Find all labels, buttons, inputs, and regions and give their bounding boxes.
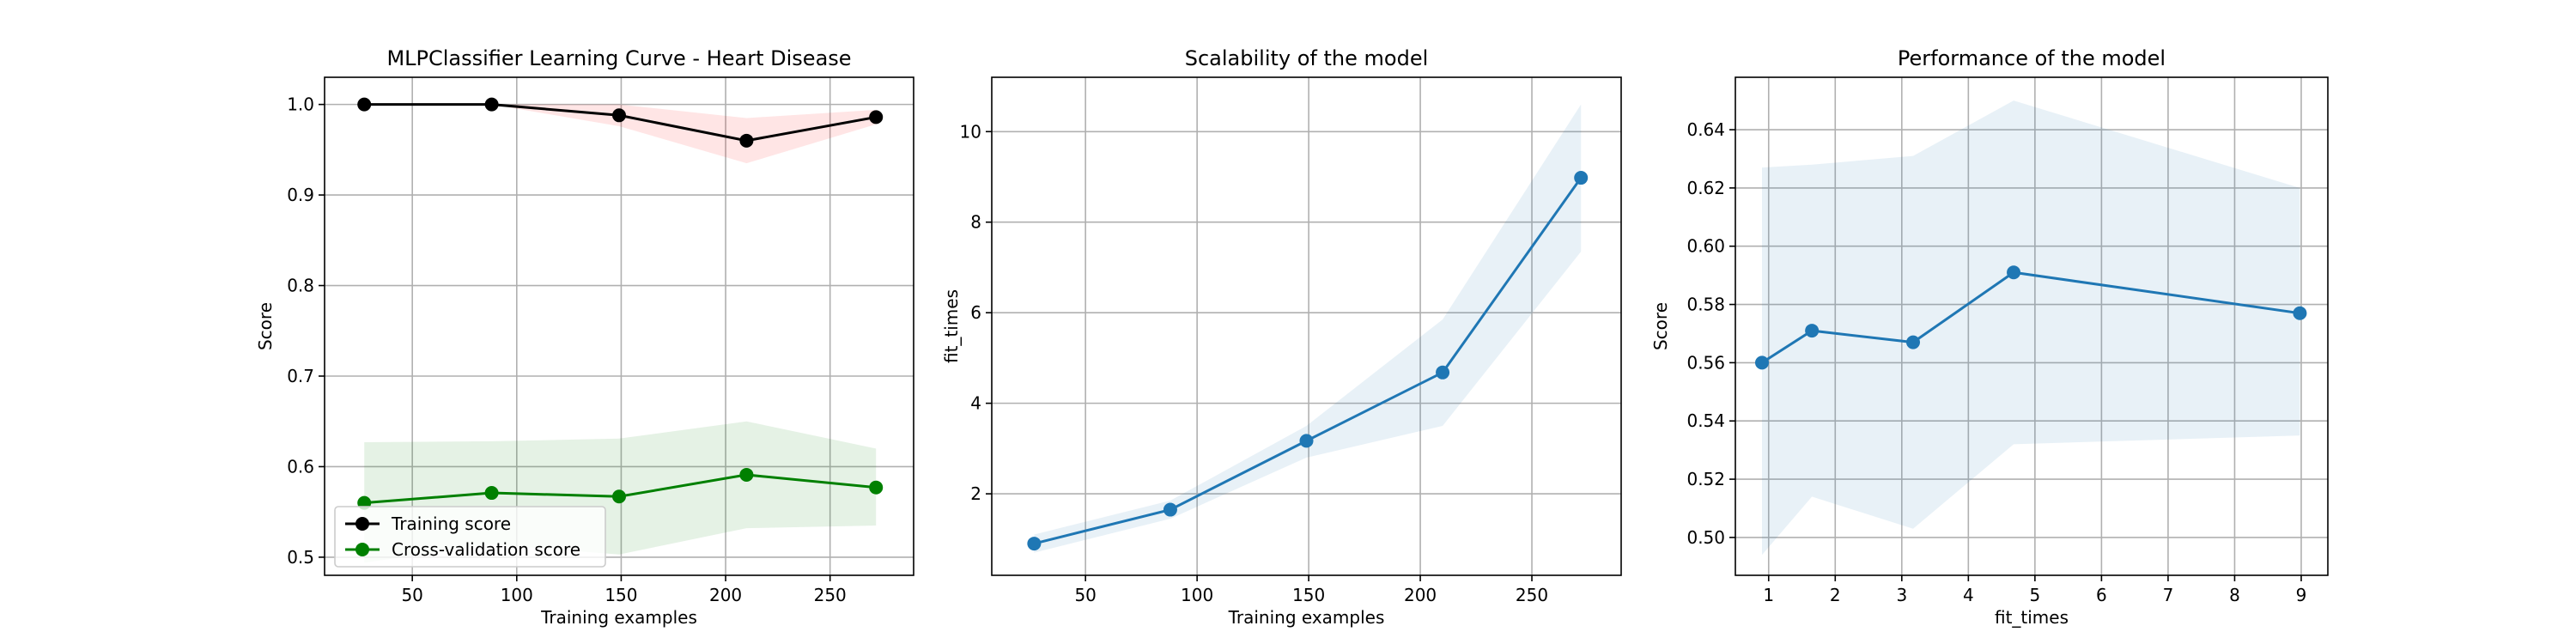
y-tick-label: 0.62 bbox=[1686, 178, 1725, 198]
x-tick-label: 100 bbox=[1181, 585, 1213, 605]
series-1-point bbox=[869, 110, 884, 125]
x-tick-label: 3 bbox=[1896, 585, 1907, 605]
series-1-point bbox=[1299, 434, 1314, 448]
chart-panel-1: 50 100 150 200 250 0.5 0.6 0.7 0.8 0.9 1.0 MLPClass… bbox=[255, 46, 914, 628]
x-tick-label: 5 bbox=[2030, 585, 2041, 605]
series-1-point bbox=[1906, 335, 1920, 349]
x-tick-label: 2 bbox=[1830, 585, 1841, 605]
series-1-point bbox=[612, 108, 626, 123]
y-tick-label: 0.60 bbox=[1686, 236, 1725, 257]
series-2-point bbox=[612, 489, 626, 504]
legend-marker-1 bbox=[355, 517, 369, 531]
y-tick-label: 0.54 bbox=[1686, 410, 1725, 431]
chart-title: MLPClassifier Learning Curve - Heart Dis… bbox=[386, 46, 851, 70]
chart-panel-3: 1 2 3 4 5 6 7 8 9 0.50 0.52 0.54 0.56 0.58 0.60 0.62 0.6… bbox=[1650, 46, 2329, 628]
series-1-point bbox=[1436, 365, 1450, 380]
y-tick-label: 2 bbox=[970, 483, 981, 504]
x-tick-label: 200 bbox=[1404, 585, 1437, 605]
y-axis-label: Score bbox=[1650, 302, 1671, 350]
plot-frame bbox=[324, 76, 914, 576]
plot-frame bbox=[1735, 76, 2329, 576]
legend-box bbox=[334, 506, 606, 568]
y-axis-label: Score bbox=[255, 302, 276, 350]
y-tick-label: 0.5 bbox=[287, 547, 314, 568]
x-tick-label: 7 bbox=[2163, 585, 2174, 605]
y-tick-label: 0.56 bbox=[1686, 352, 1725, 373]
y-tick-label: 1.0 bbox=[287, 94, 314, 115]
y-tick-label: 0.9 bbox=[287, 185, 314, 205]
series-1-point bbox=[1027, 537, 1042, 551]
series-1-band bbox=[1034, 104, 1582, 553]
chart-title: Scalability of the model bbox=[1185, 46, 1429, 70]
y-tick-label: 0.50 bbox=[1686, 527, 1725, 548]
series-1-point bbox=[2007, 265, 2021, 280]
y-tick-label: 0.7 bbox=[287, 366, 314, 386]
x-tick-label: 200 bbox=[709, 585, 742, 605]
series-1-point bbox=[739, 133, 754, 148]
x-tick-label: 150 bbox=[605, 585, 637, 605]
y-tick-label: 0.52 bbox=[1686, 469, 1725, 489]
y-tick-label: 4 bbox=[970, 393, 981, 414]
x-tick-label: 9 bbox=[2296, 585, 2307, 605]
y-tick-label: 0.58 bbox=[1686, 295, 1725, 315]
x-tick-label: 1 bbox=[1763, 585, 1774, 605]
series-1-point bbox=[1574, 171, 1589, 185]
y-axis-label: fit_times bbox=[941, 289, 962, 363]
series-1-point bbox=[1755, 355, 1770, 370]
x-tick-label: 50 bbox=[1074, 585, 1096, 605]
x-tick-label: 50 bbox=[401, 585, 422, 605]
legend: Training score Cross-validation score bbox=[334, 506, 606, 568]
chart-panel-2: 50 100 150 200 250 2 4 6 8 10 Scalability of the m… bbox=[941, 46, 1622, 628]
x-axis-label: Training examples bbox=[540, 607, 697, 628]
x-tick-label: 8 bbox=[2229, 585, 2240, 605]
series-2-point bbox=[869, 480, 884, 495]
chart-title: Performance of the model bbox=[1898, 46, 2166, 70]
y-tick-label: 0.6 bbox=[287, 456, 314, 477]
legend-label-1: Training score bbox=[391, 513, 511, 534]
y-tick-label: 0.64 bbox=[1686, 119, 1725, 140]
series-1-point bbox=[1163, 502, 1177, 517]
x-tick-label: 150 bbox=[1292, 585, 1325, 605]
legend-marker-2 bbox=[355, 543, 369, 556]
series-1-band bbox=[364, 104, 877, 164]
plot-frame bbox=[991, 76, 1622, 576]
series-2-point bbox=[739, 467, 754, 482]
series-2-point bbox=[484, 486, 499, 501]
x-tick-label: 4 bbox=[1963, 585, 1974, 605]
series-1-point bbox=[2293, 306, 2307, 320]
y-tick-label: 10 bbox=[960, 121, 981, 142]
series-1-point bbox=[484, 97, 499, 112]
x-tick-label: 250 bbox=[814, 585, 847, 605]
legend-label-2: Cross-validation score bbox=[392, 539, 580, 560]
y-tick-label: 6 bbox=[970, 302, 981, 323]
x-tick-label: 100 bbox=[501, 585, 533, 605]
y-tick-label: 8 bbox=[970, 212, 981, 233]
x-tick-label: 6 bbox=[2096, 585, 2107, 605]
x-axis-label: fit_times bbox=[1995, 607, 2069, 628]
x-tick-label: 250 bbox=[1516, 585, 1548, 605]
series-1-point bbox=[1805, 324, 1820, 338]
x-axis-label: Training examples bbox=[1228, 607, 1385, 628]
series-1-band bbox=[1762, 100, 2300, 556]
series-1-point bbox=[357, 97, 372, 112]
y-tick-label: 0.8 bbox=[287, 276, 314, 296]
